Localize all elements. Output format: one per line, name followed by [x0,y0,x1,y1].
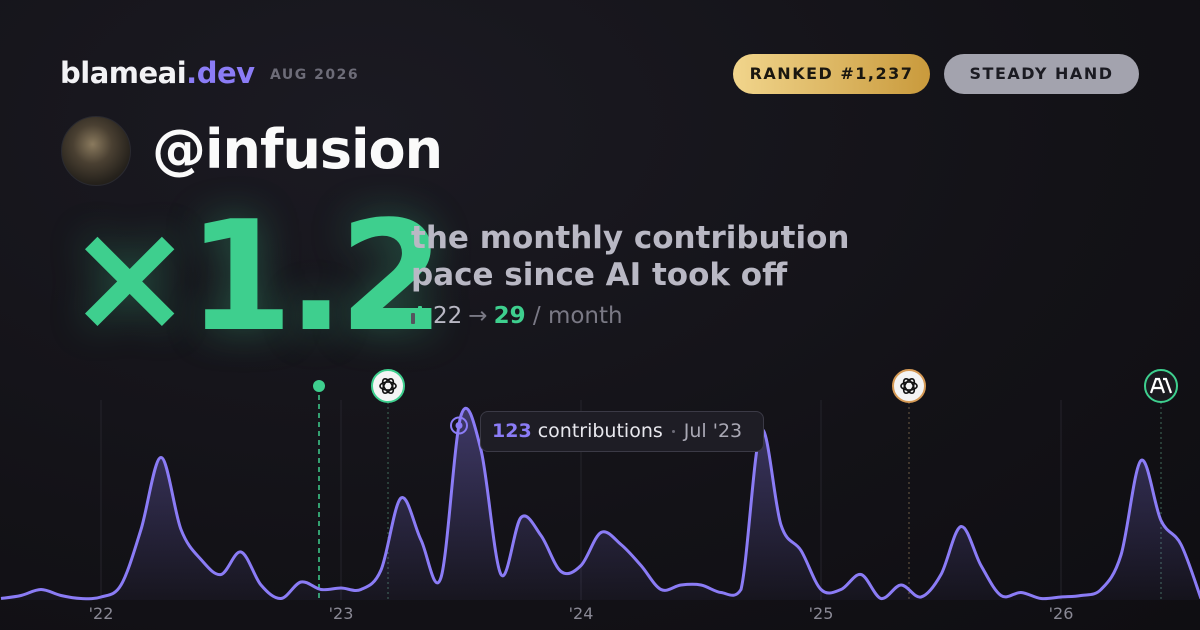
openai-icon [892,369,926,403]
tooltip-date: Jul '23 [683,420,743,442]
pace-icon [411,306,423,324]
description: the monthly contribution [411,220,850,256]
multiplier: ×1.2 [66,188,445,365]
separator [671,430,675,433]
chart: '22 '23 '24 '25 '26 [0,369,1200,623]
line [0,406,1200,601]
x-tick-label: '25 [809,604,834,623]
tooltip-value: 123 [492,420,532,442]
highlight-ring [450,416,468,435]
description: pace since AI took off [411,257,788,293]
x-tick-label: '23 [329,604,354,623]
pace-stats: 22 → 29 / month [411,303,623,329]
highlight-dot [455,422,463,429]
pace-after: 29 [493,303,526,329]
x-tick-label: '26 [1049,604,1074,623]
style-badge: STEADY HAND [944,54,1139,94]
brand-tld: .dev [186,56,255,90]
report-date: AUG 2026 [270,67,360,83]
tooltip: 123 contributions Jul '23 [480,411,764,452]
x-tick-label: '24 [569,604,594,623]
event-dot [313,380,325,392]
brand-name: blameai [60,56,187,90]
anthropic-icon [1144,369,1178,403]
x-tick-label: '22 [89,604,114,623]
pace-unit: / month [532,303,623,329]
avatar [61,116,131,186]
arrow: → [468,303,488,329]
events [313,369,1178,600]
handle: @infusion [152,118,443,181]
series [0,406,1200,601]
brand: blameai.dev [60,56,255,90]
rank-badge: RANKED #1,237 [733,54,930,94]
tooltip-label: contributions [537,420,663,442]
openai-icon [371,369,405,403]
pace-before: 22 [433,303,463,329]
area [1,408,1200,600]
